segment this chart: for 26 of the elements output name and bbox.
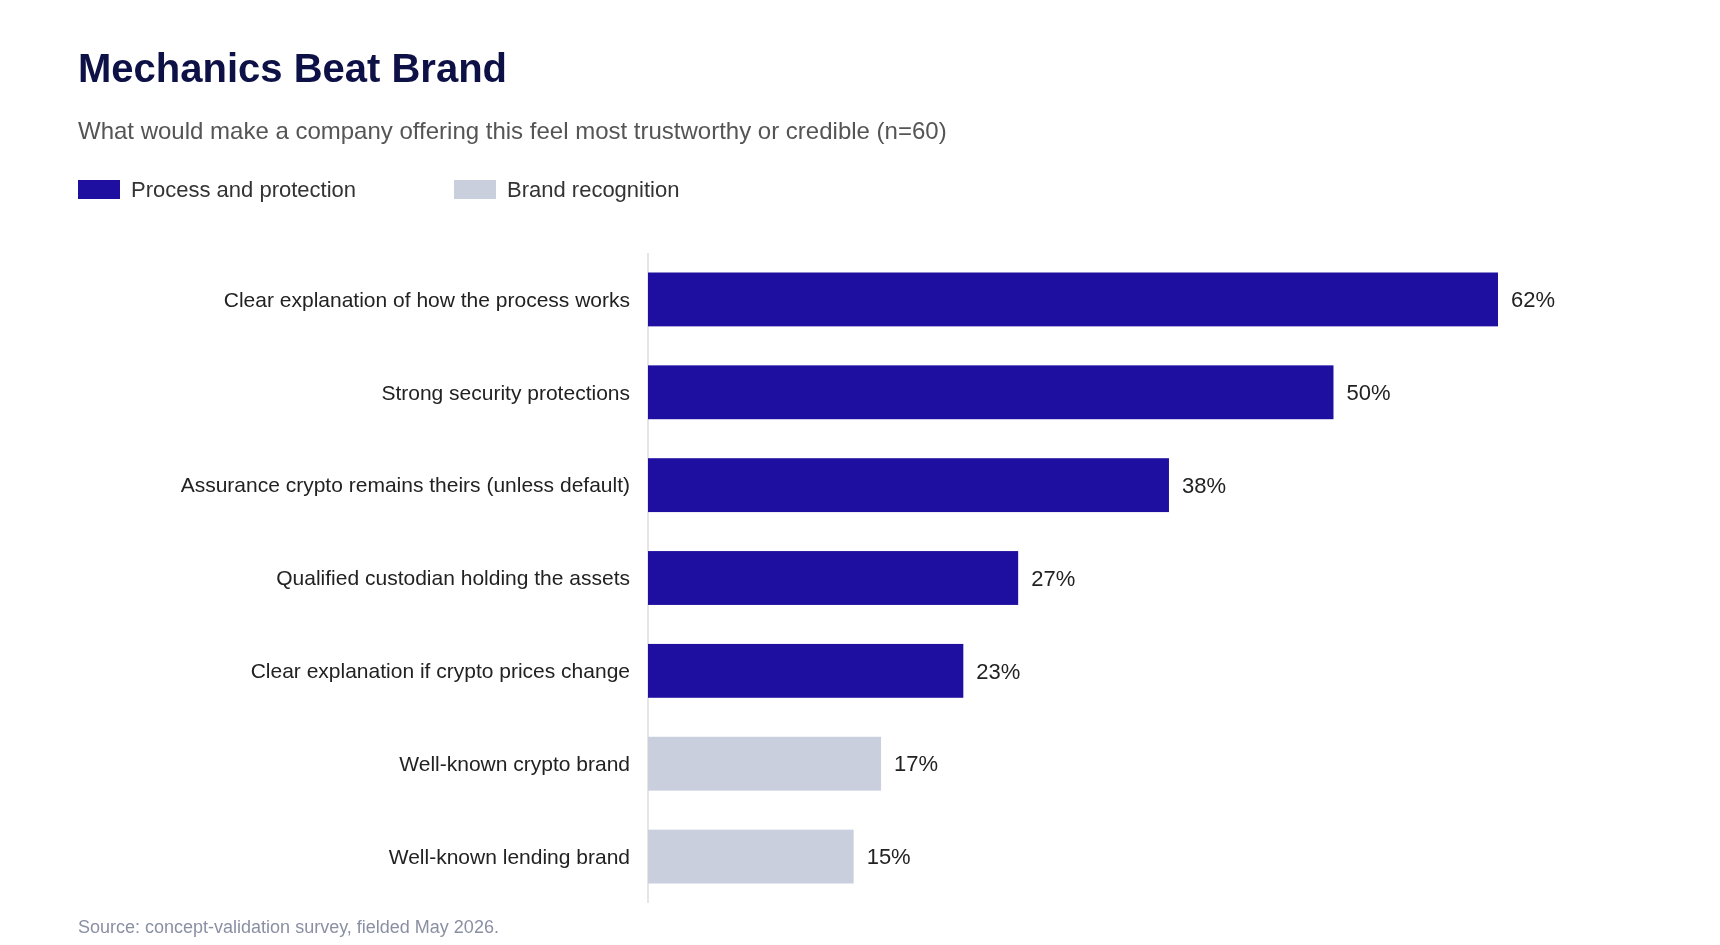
data-label: 50% — [1346, 379, 1391, 405]
bar — [648, 365, 1334, 420]
text: Mechanics Beat Brand — [78, 46, 508, 90]
y-tick-label: Well-known crypto brand — [399, 752, 630, 776]
y-tick-label: Assurance crypto remains theirs (unless default) — [180, 473, 630, 497]
legend-label: Process and protection — [131, 177, 357, 202]
y-tick-label: Well-known lending brand — [388, 844, 630, 868]
data-label: 15% — [866, 844, 911, 870]
chart-subtitle: What would make a company offering this feel most trustworthy or credible (n=60) — [78, 117, 947, 144]
legend-label: Brand recognition — [507, 177, 680, 202]
bar — [648, 458, 1169, 513]
bar — [648, 643, 964, 698]
data-label: 23% — [976, 658, 1021, 684]
data-label: 27% — [1031, 565, 1076, 591]
y-tick-label: Clear explanation of how the process works — [223, 287, 630, 311]
bar — [648, 829, 854, 884]
data-label: 38% — [1181, 472, 1227, 498]
bar — [648, 736, 882, 791]
y-tick-label: Strong security protections — [381, 380, 630, 404]
bar — [648, 551, 1019, 605]
source-note: Source: concept-validation survey, fielded May 2026. — [78, 917, 499, 937]
bar — [648, 272, 1498, 327]
y-tick-label: Clear explanation if crypto prices change — [250, 659, 630, 683]
y-tick-label: Qualified custodian holding the assets — [276, 566, 630, 590]
data-label: 17% — [894, 751, 939, 777]
data-label: 62% — [1511, 287, 1556, 313]
